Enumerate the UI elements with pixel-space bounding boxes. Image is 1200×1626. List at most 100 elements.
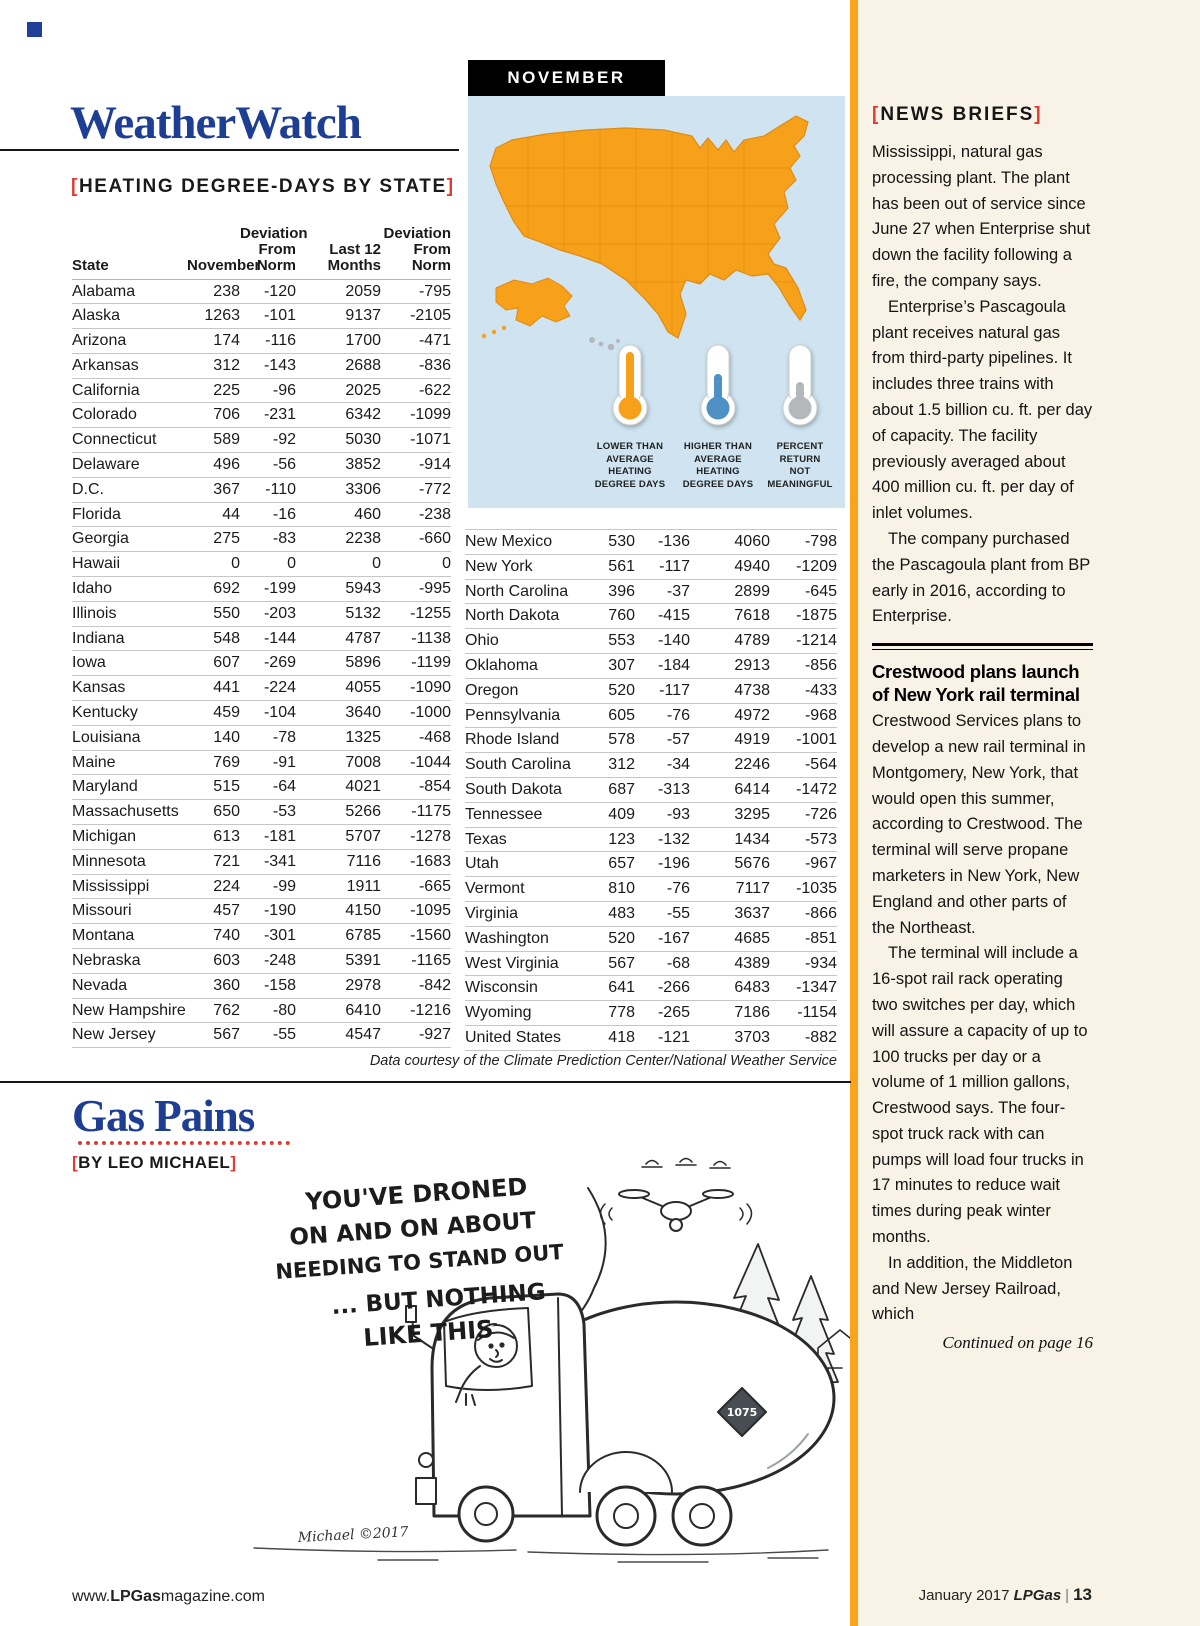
value-cell: 457 [187, 898, 240, 925]
value-cell: -104 [240, 700, 296, 726]
state-name: Utah [465, 851, 580, 878]
gas-pains-cartoon: YOU'VE DRONED ON AND ON ABOUT NEEDING TO… [253, 1157, 850, 1563]
state-name: New Hampshire [72, 998, 187, 1024]
value-cell: -1035 [770, 876, 837, 902]
table-row: Michigan 613 -181 5707 -1278 [72, 824, 451, 850]
value-cell: 441 [187, 675, 240, 702]
value-cell: 4919 [690, 727, 770, 754]
value-cell: -199 [240, 576, 296, 602]
table-row: Washington 520 -167 4685 -851 [465, 926, 837, 952]
value-cell: -203 [240, 601, 296, 627]
value-cell: -1175 [381, 799, 451, 826]
value-cell: 3295 [690, 802, 770, 828]
value-cell: 769 [187, 750, 240, 776]
weatherwatch-title: WeatherWatch [70, 97, 362, 149]
value-cell: 2238 [296, 526, 381, 553]
value-cell: -934 [770, 951, 837, 977]
table-row: Connecticut 589 -92 5030 -1071 [72, 427, 451, 454]
value-cell: -96 [240, 378, 296, 404]
value-cell: 6342 [296, 402, 381, 429]
state-name: Oklahoma [465, 653, 580, 679]
value-cell: -1099 [381, 402, 451, 429]
state-name: Illinois [72, 601, 187, 627]
value-cell: 2059 [296, 279, 381, 305]
state-name: Georgia [72, 526, 187, 553]
table-row: Wisconsin 641 -266 6483 -1347 [465, 975, 837, 1002]
news-paragraph: In addition, the Middleton and New Jerse… [872, 1253, 1073, 1324]
table-row: Maine 769 -91 7008 -1044 [72, 750, 451, 776]
value-cell: 548 [187, 626, 240, 652]
value-cell: -967 [770, 851, 837, 878]
data-courtesy-note: Data courtesy of the Climate Prediction … [369, 1053, 837, 1069]
state-name: Indiana [72, 626, 187, 652]
value-cell: 5391 [296, 948, 381, 974]
table-row: North Dakota 760 -415 7618 -1875 [465, 603, 837, 630]
value-cell: 530 [580, 529, 635, 555]
state-name: Virginia [465, 901, 580, 927]
value-cell: -341 [240, 849, 296, 875]
value-cell: 6410 [296, 998, 381, 1024]
state-name: Delaware [72, 452, 187, 478]
value-cell: 2025 [296, 378, 381, 404]
value-cell: -144 [240, 626, 296, 652]
state-name: Alaska [72, 303, 187, 330]
value-cell: 561 [580, 554, 635, 580]
value-cell: -433 [770, 678, 837, 704]
value-cell: -57 [635, 727, 690, 754]
continued-note: Continued on page 16 [942, 1333, 1093, 1353]
value-cell: 9137 [296, 303, 381, 330]
state-name: D.C. [72, 477, 187, 503]
value-cell: 603 [187, 948, 240, 974]
value-cell: -181 [240, 824, 296, 850]
value-cell: 567 [580, 951, 635, 977]
value-cell: -665 [381, 874, 451, 900]
value-cell: 225 [187, 378, 240, 404]
news-paragraph: The terminal will include a 16-spot rail… [872, 944, 1088, 1247]
value-cell: -136 [635, 529, 690, 555]
state-name: Oregon [465, 678, 580, 704]
table-row: Rhode Island 578 -57 4919 -1001 [465, 727, 837, 754]
news-briefs-heading: [NEWS BRIEFS] [872, 104, 1043, 126]
mainland-shape [489, 115, 809, 339]
state-name: Minnesota [72, 849, 187, 875]
byline: [BY LEO MICHAEL] [72, 1153, 236, 1173]
heading-text: HEATING DEGREE-DAYS BY STATE [78, 176, 447, 197]
value-cell: 4021 [296, 774, 381, 801]
value-cell: -184 [635, 653, 690, 679]
value-cell: 312 [187, 353, 240, 379]
value-cell: 6483 [690, 975, 770, 1002]
value-cell: 418 [580, 1025, 635, 1051]
value-cell: 44 [187, 502, 240, 528]
state-name: Colorado [72, 402, 187, 429]
state-name: Montana [72, 923, 187, 950]
truck-wheels [457, 1451, 733, 1547]
value-cell: 5676 [690, 851, 770, 878]
gas-pains-title: Gas Pains [72, 1091, 255, 1141]
close-bracket: ] [1034, 104, 1043, 125]
state-name: Idaho [72, 576, 187, 602]
table-row: Kansas 441 -224 4055 -1090 [72, 675, 451, 702]
url-prefix: www. [72, 1588, 111, 1605]
value-cell: 4389 [690, 951, 770, 977]
news-briefs-part2: Crestwood Services plans to develop a ne… [872, 709, 1093, 1328]
value-cell: 2688 [296, 353, 381, 379]
value-cell: 760 [580, 603, 635, 630]
news-paragraph: Mississippi, natural gas processing plan… [872, 143, 1091, 290]
value-cell: -55 [635, 901, 690, 927]
table-row: Hawaii 0 0 0 0 [72, 551, 451, 578]
legend-label: PERCENT RETURN NOT MEANINGFUL [767, 441, 833, 490]
value-cell: -110 [240, 477, 296, 503]
state-name: United States [465, 1025, 580, 1051]
truck-cab [405, 1292, 592, 1518]
placard-number: 1075 [727, 1406, 758, 1419]
value-cell: 238 [187, 279, 240, 305]
value-cell: 6414 [690, 777, 770, 803]
value-cell: -167 [635, 926, 690, 952]
value-cell: -772 [381, 477, 451, 503]
value-cell: 6785 [296, 923, 381, 950]
value-cell: -1071 [381, 427, 451, 454]
page-number: 13 [1073, 1585, 1092, 1604]
value-cell: 740 [187, 923, 240, 950]
value-cell: -83 [240, 526, 296, 553]
table-row: Maryland 515 -64 4021 -854 [72, 774, 451, 801]
